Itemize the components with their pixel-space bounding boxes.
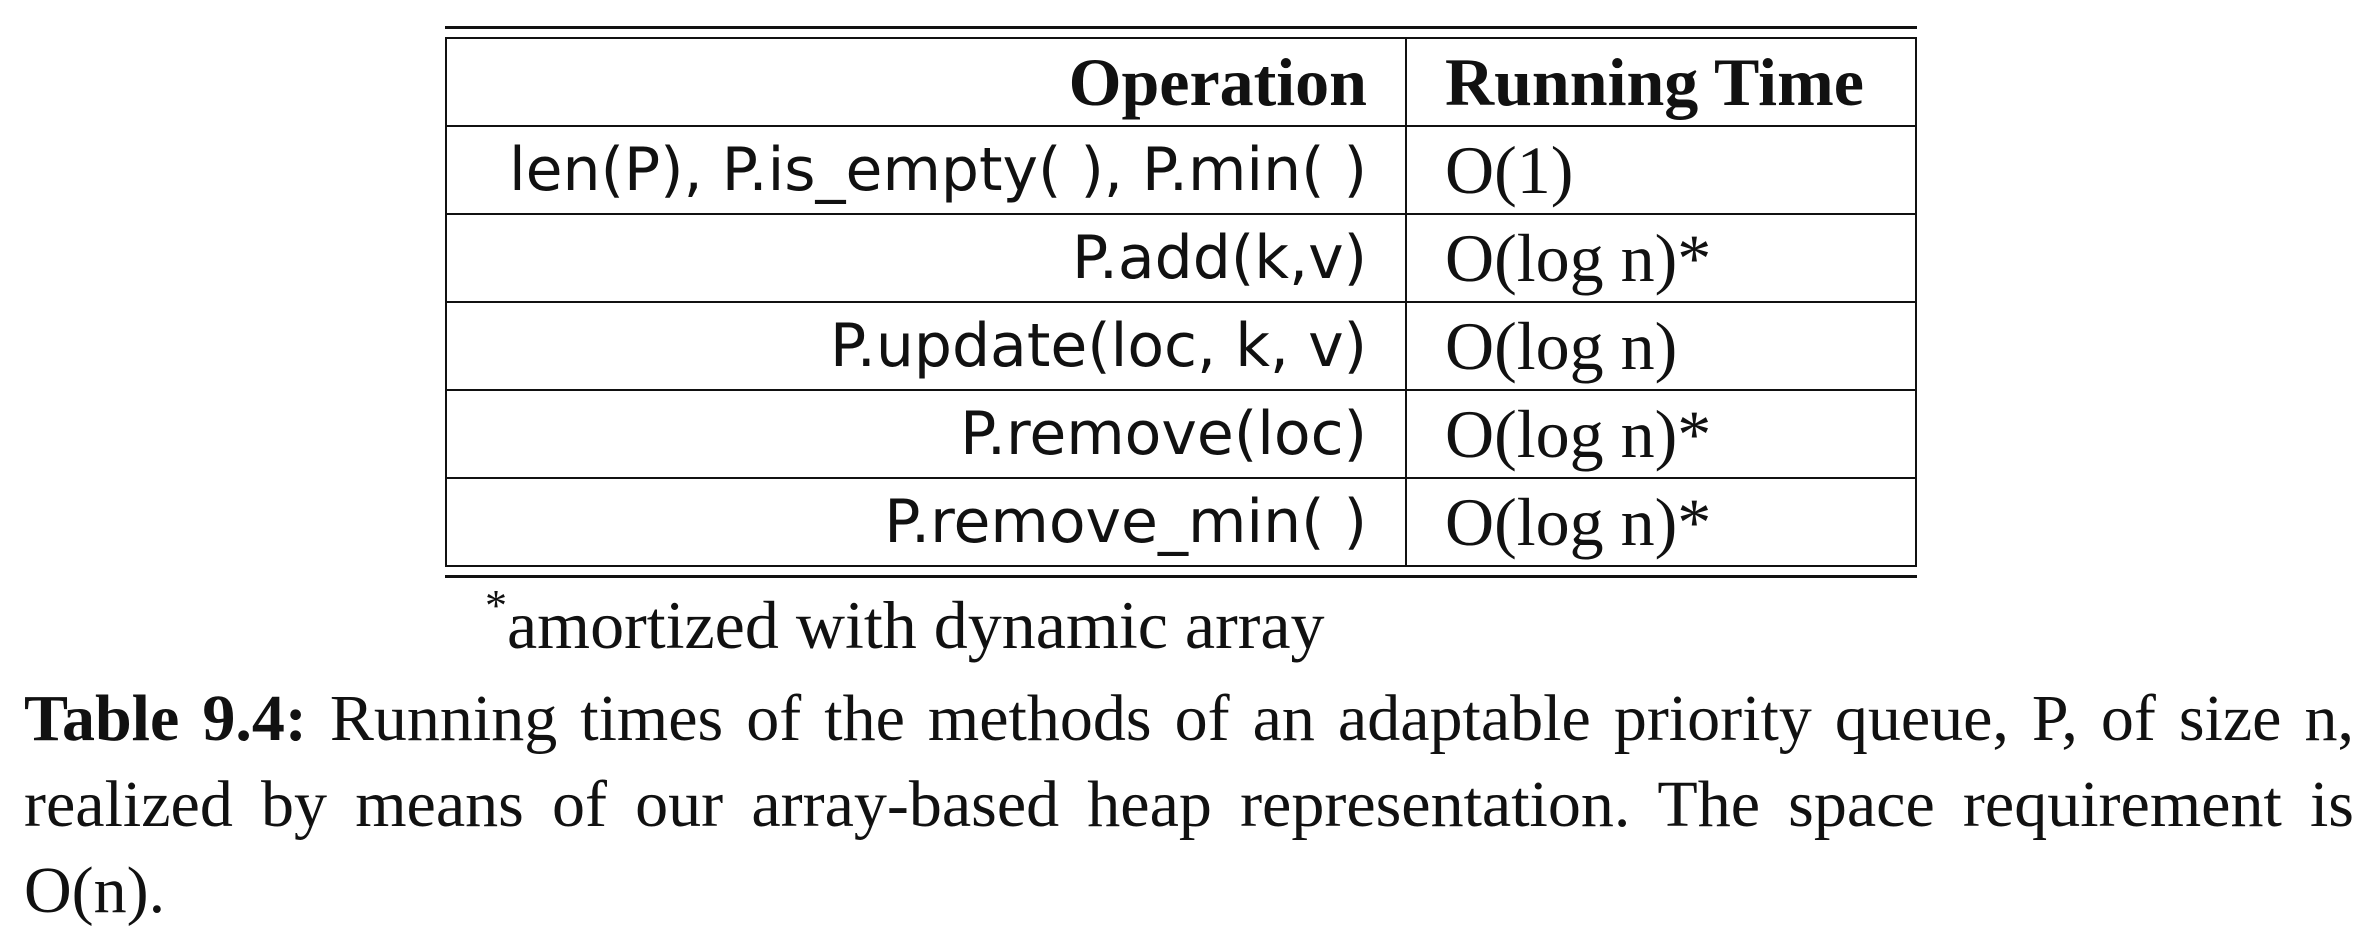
caption-text: Running times of the methods of an adapt… — [24, 682, 2355, 927]
operation-cell: P.remove_min( ) — [445, 477, 1407, 567]
table-caption: Table 9.4: Running times of the methods … — [24, 676, 2354, 934]
operation-cell: P.update(loc, k, v) — [445, 301, 1407, 391]
table-row: P.add(k,v) O(log n)* — [445, 213, 1917, 303]
table-row: P.update(loc, k, v) O(log n) — [445, 301, 1917, 391]
table-grid: Operation Running Time len(P), P.is_empt… — [445, 37, 1917, 567]
caption-label: Table 9.4: — [24, 682, 307, 755]
running-time-table: Operation Running Time len(P), P.is_empt… — [445, 26, 1917, 578]
table-header-row: Operation Running Time — [445, 37, 1917, 127]
running-time-cell: O(1) — [1405, 125, 1917, 215]
footnote-text: amortized with dynamic array — [507, 587, 1325, 663]
running-time-cell: O(log n) — [1405, 301, 1917, 391]
table-footnote: *amortized with dynamic array — [485, 581, 1325, 665]
operation-cell: P.add(k,v) — [445, 213, 1407, 303]
running-time-cell: O(log n)* — [1405, 389, 1917, 479]
table-row: P.remove(loc) O(log n)* — [445, 389, 1917, 479]
operation-cell: len(P), P.is_empty( ), P.min( ) — [445, 125, 1407, 215]
table-row: P.remove_min( ) O(log n)* — [445, 477, 1917, 567]
header-operation: Operation — [445, 37, 1407, 127]
running-time-cell: O(log n)* — [1405, 213, 1917, 303]
footnote-marker: * — [485, 581, 507, 630]
operation-cell: P.remove(loc) — [445, 389, 1407, 479]
table-row: len(P), P.is_empty( ), P.min( ) O(1) — [445, 125, 1917, 215]
table-top-rule — [445, 26, 1917, 29]
running-time-cell: O(log n)* — [1405, 477, 1917, 567]
header-running-time: Running Time — [1405, 37, 1917, 127]
table-bottom-rule — [445, 575, 1917, 578]
